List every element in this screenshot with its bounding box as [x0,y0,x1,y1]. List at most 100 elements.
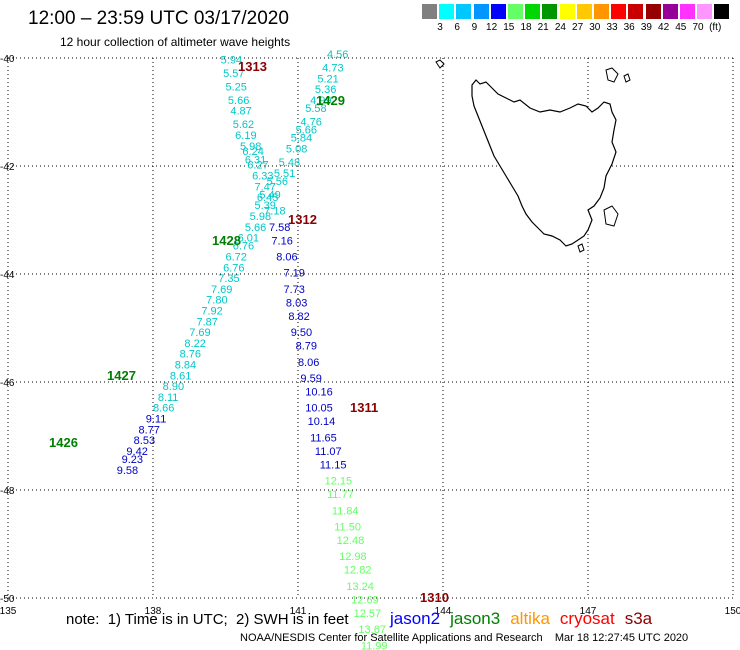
wave-height-value: 4.87 [230,106,251,118]
scale-swatch [422,4,437,19]
legend-s3a: s3a [624,609,653,628]
lat-tick-label: -44 [0,270,15,281]
wave-height-value: 9.42 [126,446,147,458]
wave-height-value: 12.57 [354,608,382,620]
wave-height-value: 5.49 [259,189,280,201]
wave-height-value: 5.57 [223,68,244,80]
scale-label: 36 [623,22,635,33]
wave-height-value: 6.31 [245,154,266,166]
wave-height-value: 7.16 [271,235,292,247]
wave-height-value: 9.59 [300,373,321,385]
wave-height-value: 10.16 [305,387,333,399]
scale-label: 6 [454,22,460,33]
map-subtitle: 12 hour collection of altimeter wave hei… [60,35,291,49]
altimeter-tracks: 5.945.575.255.664.875.626.195.986.246.31… [117,49,388,650]
scale-swatch [628,4,644,19]
pass-number: 1428 [212,233,241,248]
wave-height-value: 5.98 [240,141,261,153]
wave-height-value: 5.39 [255,200,276,212]
wave-height-value: 8.11 [158,392,179,404]
wave-height-value: 6.76 [223,262,244,274]
wave-height-value: 11.99 [361,640,388,650]
scale-swatch [525,4,541,19]
map-title: 12:00 – 23:59 UTC 03/17/2020 [28,8,289,29]
wave-height-value: 7.69 [211,284,232,296]
wave-height-value: 12.98 [339,551,367,563]
lat-tick-label: -50 [0,594,15,605]
scale-swatch [490,4,506,19]
scale-label: (ft) [709,22,722,33]
scale-label: 27 [572,22,584,33]
wave-height-value: 4.76 [300,117,321,129]
wave-height-value: 9.23 [122,454,143,466]
wave-height-value: 5.66 [296,125,317,137]
wave-height-value: 12.69 [351,594,379,606]
scale-label: 33 [606,22,618,33]
lon-tick-label: 138 [145,606,162,617]
pass-number: 1426 [49,435,78,450]
scale-label: 3 [437,22,443,33]
scale-swatch [697,4,713,19]
wave-height-value: 10.05 [305,403,333,415]
lon-tick-label: 150 [725,606,740,617]
pass-number: 1312 [288,212,317,227]
wave-height-value: 6.33 [252,171,273,183]
legend-jason3: jason3 [450,609,501,628]
wave-height-value: 8.79 [296,341,317,353]
wave-height-value: 7.35 [218,273,239,285]
scale-label: 30 [589,22,601,33]
lon-tick-label: 135 [0,606,17,617]
wave-height-value: 9.11 [146,414,167,426]
scale-label: 42 [658,22,670,33]
scale-swatch [594,4,609,19]
scale-swatch [439,4,455,19]
satellite-legend: jason2 jason3 altika cryosat s3a [390,609,662,629]
lon-tick-label: 141 [290,606,307,617]
lat-tick-label: -48 [0,486,15,497]
wave-height-value: 6.45 [257,192,278,204]
wave-height-value: 4.73 [322,63,343,75]
wave-height-value: 7.18 [264,206,285,218]
wave-height-value: 7.58 [269,222,290,234]
scale-swatch [508,4,523,19]
wave-height-value: 8.66 [153,403,174,415]
wave-height-value: 13.24 [346,581,374,593]
scale-swatch [680,4,695,19]
scale-label: 15 [503,22,515,33]
wave-height-value: 8.82 [288,311,309,323]
wave-height-value: 4.99 [310,95,331,107]
wave-height-value: 6.24 [242,146,263,158]
wave-height-value: 6.76 [233,241,254,253]
scale-label: 70 [692,22,704,33]
wave-height-value: 5.62 [233,119,254,131]
pass-number: 1310 [420,590,449,605]
pass-number-labels: 1313 1429 1312 1428 1427 1311 1426 1310 [49,59,449,605]
wave-height-value: 6.27 [247,160,268,172]
lat-lon-grid: 135 138 141 144 147 150 -40 -42 -44 -46 -48 -50 [0,54,740,617]
wave-height-value: 7.73 [284,284,305,296]
wave-height-value: 8.90 [163,381,184,393]
legend-cryosat: cryosat [559,609,615,628]
wave-height-value: 11.84 [332,505,359,517]
legend-jason2: jason2 [390,609,441,628]
wave-height-value: 5.08 [286,144,307,156]
wave-height-value: 9.50 [291,327,312,339]
wave-height-value: 8.03 [286,297,307,309]
units-note: note: 1) Time is in UTC; 2) SWH is in fe… [66,611,349,628]
wave-height-value: 6.19 [235,130,256,142]
wave-height-value: 8.61 [170,370,191,382]
scale-swatch [576,4,592,19]
scale-swatch [714,4,730,19]
pass-number: 1429 [316,93,345,108]
scale-swatch [456,4,472,19]
pass-number: 1311 [350,400,378,415]
wave-height-value: 6.01 [238,233,259,245]
scale-label: 9 [471,22,478,33]
source-credit: NOAA/NESDIS Center for Satellite Applica… [240,632,689,644]
wave-height-value: 5.98 [250,211,271,223]
scale-swatch [611,4,627,19]
wave-height-value: 8.22 [184,338,205,350]
scale-swatch [559,4,575,19]
wave-height-value: 5.94 [221,54,242,66]
